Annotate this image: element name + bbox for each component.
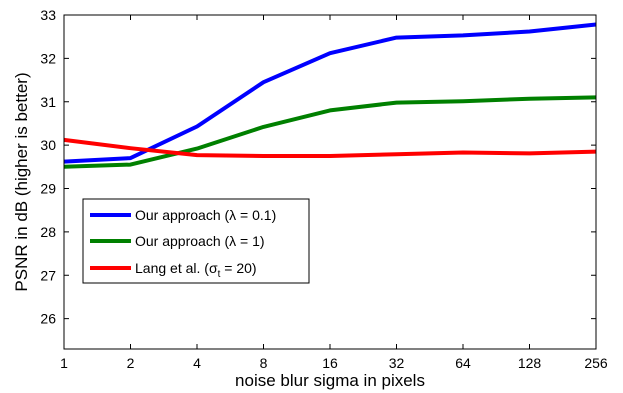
plot-frame bbox=[63, 14, 597, 350]
x-axis: 1 2 4 8 16 32 64 128 256 bbox=[60, 15, 608, 371]
series-line-1 bbox=[63, 22, 597, 164]
x-tick-label: 2 bbox=[127, 355, 135, 371]
x-tick-label: 256 bbox=[584, 355, 608, 371]
series-line-2 bbox=[63, 95, 597, 169]
y-tick-label: 31 bbox=[40, 94, 56, 110]
y-tick-label: 33 bbox=[40, 7, 56, 23]
x-tick-label: 128 bbox=[518, 355, 542, 371]
legend-label-series-1: Our approach (λ = 0.1) bbox=[135, 207, 276, 223]
series-lines bbox=[63, 14, 597, 350]
y-tick-label: 29 bbox=[40, 181, 56, 197]
legend-label-series-3: Lang et al. (σt = 20) bbox=[135, 260, 257, 280]
x-tick-label: 4 bbox=[193, 355, 201, 371]
plot-frame-overlay bbox=[63, 14, 597, 350]
x-tick-label: 16 bbox=[322, 355, 338, 371]
x-tick-label: 1 bbox=[60, 355, 68, 371]
legend: Our approach (λ = 0.1) Our approach (λ =… bbox=[82, 198, 310, 284]
y-tick-label: 27 bbox=[40, 267, 56, 283]
y-axis-label: PSNR in dB (higher is better) bbox=[12, 72, 31, 291]
legend-label-series-2: Our approach (λ = 1) bbox=[135, 233, 265, 249]
y-axis: 26 27 28 29 30 31 32 33 bbox=[40, 7, 596, 327]
y-tick-label: 32 bbox=[40, 50, 56, 66]
x-tick-label: 8 bbox=[260, 355, 268, 371]
y-tick-label: 28 bbox=[40, 224, 56, 240]
x-tick-label: 32 bbox=[389, 355, 405, 371]
series-line-3 bbox=[63, 137, 597, 158]
plot-area bbox=[63, 14, 597, 350]
y-tick-label: 30 bbox=[40, 137, 56, 153]
y-tick-label: 26 bbox=[40, 311, 56, 327]
x-axis-label: noise blur sigma in pixels bbox=[235, 371, 425, 390]
x-tick-label: 64 bbox=[455, 355, 471, 371]
